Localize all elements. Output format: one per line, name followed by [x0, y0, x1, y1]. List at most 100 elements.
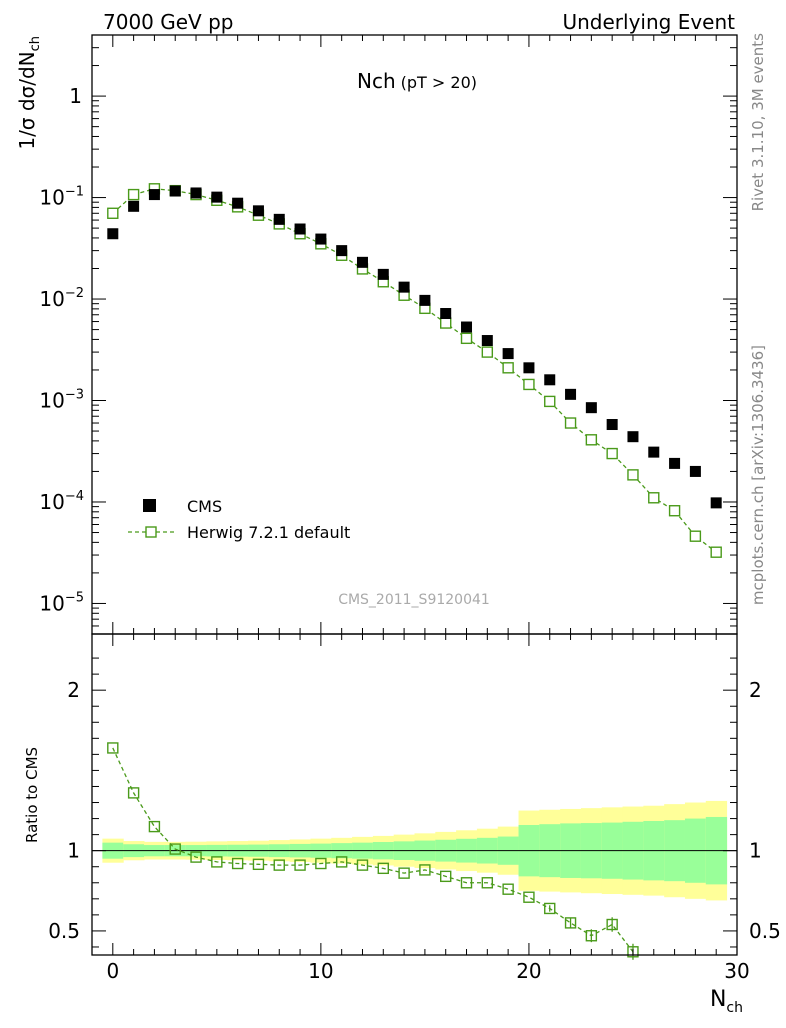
ratio-herwig-point — [107, 742, 119, 754]
ratio-y-tick-label-right: 0.5 — [749, 919, 781, 943]
x-axis-label-sub: ch — [726, 1000, 743, 1016]
ratio-y-tick-label-right: 1 — [749, 839, 762, 863]
mcplots-info: mcplots.cern.ch [arXiv:1306.3436] — [749, 345, 767, 605]
ratio-y-tick-label-left: 1 — [67, 839, 80, 863]
main-plot-area — [107, 183, 722, 558]
plot-title: Nch (pT > 20) — [357, 69, 477, 93]
cms-point — [148, 189, 160, 201]
herwig-point — [502, 362, 514, 374]
main-y-axis-label-sub: ch — [28, 36, 43, 51]
ratio-herwig-point — [169, 843, 181, 855]
cms-point — [710, 497, 722, 509]
herwig-point — [564, 417, 577, 429]
energy-label: 7000 GeV pp — [103, 10, 234, 34]
main-frame — [91, 34, 738, 635]
ratio-herwig-point — [544, 902, 556, 915]
ratio-herwig-point — [315, 857, 327, 870]
herwig-point — [481, 346, 494, 358]
ratio-herwig-point — [356, 859, 369, 871]
herwig-point — [544, 395, 556, 408]
cms-point — [377, 268, 389, 280]
cms-point — [107, 228, 119, 240]
x-axis-label: Nch — [710, 987, 743, 1016]
ratio-herwig-point — [252, 858, 265, 871]
herwig-point — [107, 207, 119, 219]
ratio-herwig-point — [419, 864, 431, 876]
cms-point — [627, 431, 639, 443]
main-y-axis-label: 1/σ dσ/dNch — [15, 36, 43, 150]
plot-title-suffix: (pT > 20) — [401, 73, 477, 92]
herwig-point — [668, 505, 681, 517]
ratio-y-axis-label: Ratio to CMS — [23, 747, 41, 843]
ratio-herwig-point — [481, 877, 494, 889]
legend: CMS Herwig 7.2.1 default — [128, 497, 350, 542]
ratio-herwig-point — [627, 946, 639, 958]
ratio-plot-area — [92, 742, 737, 960]
cms-point — [419, 294, 431, 306]
herwig-point — [689, 530, 702, 542]
herwig-point — [440, 317, 452, 329]
x-tick-label: 0 — [106, 959, 119, 983]
cms-point — [211, 191, 223, 203]
ratio-y-tick-label-right: 2 — [749, 678, 762, 702]
herwig-point — [627, 469, 639, 481]
cms-point — [606, 419, 618, 431]
ratio-herwig-point — [585, 930, 598, 942]
herwig-point — [606, 447, 618, 460]
herwig-point — [585, 434, 598, 446]
cms-point — [585, 402, 597, 414]
x-tick-label: 30 — [724, 959, 749, 983]
cms-point — [232, 197, 244, 209]
legend-herwig-marker — [145, 526, 157, 538]
cms-point — [565, 388, 577, 400]
process-label: Underlying Event — [562, 10, 735, 34]
x-tick-label: 20 — [516, 959, 541, 983]
ratio-y-tick-label-left: 0.5 — [48, 919, 80, 943]
ratio-herwig-point — [502, 883, 514, 895]
cms-point — [523, 362, 535, 374]
axes: 0 10 20 30 1 10−1 10−2 10−3 10−4 10−5 0.5 0.5 1 1 2 2 — [39, 34, 781, 983]
ratio-herwig-point — [148, 820, 161, 833]
ratio-herwig-point — [231, 857, 244, 870]
x-axis-label-main: N — [710, 987, 726, 1012]
cms-point — [544, 374, 556, 386]
herwig-point — [523, 378, 535, 391]
herwig-point — [460, 332, 473, 345]
ratio-herwig-point — [294, 859, 306, 871]
cms-point — [294, 223, 306, 235]
cms-point — [440, 308, 452, 320]
cms-point — [315, 233, 327, 245]
ratio-herwig-point — [190, 851, 202, 863]
legend-cms-label: CMS — [187, 497, 222, 516]
cms-point — [669, 457, 681, 469]
plot-title-main: Nch — [357, 69, 396, 93]
cms-point — [252, 205, 264, 217]
main-y-tick-label: 10−4 — [39, 489, 84, 514]
herwig-point — [710, 546, 722, 558]
ratio-herwig-point — [606, 918, 618, 931]
analysis-watermark: CMS_2011_S9120041 — [338, 592, 490, 608]
ratio-herwig-point — [460, 877, 473, 889]
ratio-herwig-point — [377, 862, 389, 875]
main-y-tick-label: 10−1 — [39, 185, 84, 210]
main-y-axis-label-main: 1/σ dσ/dN — [15, 51, 39, 149]
cms-point — [273, 213, 285, 225]
ratio-y-tick-label-left: 2 — [67, 678, 80, 702]
ratio-frame — [91, 633, 738, 956]
ratio-herwig-point — [335, 856, 348, 868]
legend-cms-marker — [143, 499, 156, 512]
main-y-tick-label: 10−5 — [39, 590, 84, 615]
ratio-herwig-point — [211, 856, 223, 868]
ratio-herwig-point — [398, 867, 410, 879]
main-y-tick-label: 1 — [69, 84, 82, 108]
ratio-herwig-point — [273, 859, 285, 871]
ratio-herwig-point — [127, 787, 140, 799]
cms-point — [356, 256, 368, 268]
x-tick-label: 10 — [308, 959, 333, 983]
cms-point — [336, 245, 348, 257]
main-y-tick-label: 10−3 — [39, 388, 84, 413]
cms-point — [689, 465, 701, 477]
main-y-tick-label: 10−2 — [39, 286, 84, 311]
